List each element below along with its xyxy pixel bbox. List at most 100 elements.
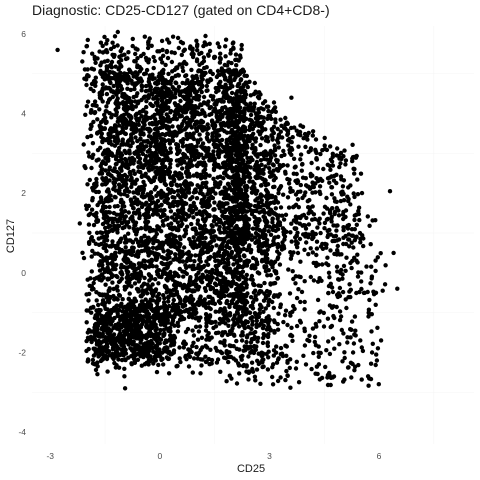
data-point (313, 372, 317, 376)
data-point (309, 148, 313, 152)
data-point (106, 270, 110, 274)
data-point (278, 375, 282, 379)
data-point (229, 344, 233, 348)
data-point (237, 347, 241, 351)
data-point (196, 287, 200, 291)
data-point (92, 213, 96, 217)
data-point (122, 374, 126, 378)
data-point (200, 84, 204, 88)
data-point (105, 38, 109, 42)
data-point (166, 72, 170, 76)
data-point (166, 234, 170, 238)
data-point (296, 179, 300, 183)
data-point (328, 210, 332, 214)
data-point (190, 328, 194, 332)
data-point (316, 351, 320, 355)
data-point (277, 356, 281, 360)
data-point (141, 282, 145, 286)
data-point (285, 373, 289, 377)
data-point (202, 55, 206, 59)
data-point (288, 366, 292, 370)
data-point (276, 322, 280, 326)
data-point (131, 206, 135, 210)
data-point (232, 316, 236, 320)
data-point (223, 210, 227, 214)
data-point (197, 329, 201, 333)
data-point (329, 383, 333, 387)
data-point (249, 113, 253, 117)
data-point (133, 361, 137, 365)
data-point (349, 266, 353, 270)
data-point (81, 50, 85, 54)
data-point (271, 162, 275, 166)
data-point (303, 190, 307, 194)
data-point (204, 259, 208, 263)
data-point (354, 235, 358, 239)
data-point (134, 70, 138, 74)
data-point (292, 218, 296, 222)
data-point (241, 364, 245, 368)
data-point (92, 182, 96, 186)
data-point (110, 260, 114, 264)
data-point (321, 167, 325, 171)
data-point (364, 264, 368, 268)
data-point (377, 382, 381, 386)
data-point (253, 220, 257, 224)
data-point (180, 108, 184, 112)
data-point (303, 223, 307, 227)
data-point (112, 55, 116, 59)
data-point (101, 222, 105, 226)
data-point (101, 44, 105, 48)
data-point (315, 365, 319, 369)
data-point (298, 133, 302, 137)
data-point (161, 54, 165, 58)
data-point (209, 78, 213, 82)
data-point (113, 73, 117, 77)
data-point (83, 113, 87, 117)
data-point (366, 214, 370, 218)
data-point (307, 198, 311, 202)
data-point (253, 153, 257, 157)
data-point (273, 105, 277, 109)
data-point (194, 352, 198, 356)
data-point (244, 369, 248, 373)
data-point (352, 368, 356, 372)
data-point (303, 329, 307, 333)
data-point (151, 55, 155, 59)
data-point (353, 314, 357, 318)
data-point (298, 237, 302, 241)
data-point (143, 35, 147, 39)
data-point (316, 218, 320, 222)
data-point (188, 44, 192, 48)
data-point (250, 319, 254, 323)
data-point (347, 289, 351, 293)
data-point (168, 261, 172, 265)
data-point (264, 260, 268, 264)
data-point (103, 127, 107, 131)
data-point (181, 305, 185, 309)
data-point (347, 237, 351, 241)
data-point (370, 350, 374, 354)
data-point (244, 281, 248, 285)
data-point (103, 226, 107, 230)
data-point (181, 341, 185, 345)
data-point (343, 215, 347, 219)
data-point (330, 159, 334, 163)
data-point (327, 275, 331, 279)
data-point (265, 153, 269, 157)
data-point (239, 333, 243, 337)
data-point (284, 230, 288, 234)
data-point (240, 231, 244, 235)
data-point (307, 334, 311, 338)
data-point (156, 281, 160, 285)
data-point (296, 197, 300, 201)
data-point (204, 312, 208, 316)
data-point (186, 347, 190, 351)
data-point (92, 67, 96, 71)
data-point (198, 324, 202, 328)
data-point (225, 257, 229, 261)
data-point (87, 222, 91, 226)
data-point (157, 49, 161, 53)
data-point (144, 89, 148, 93)
